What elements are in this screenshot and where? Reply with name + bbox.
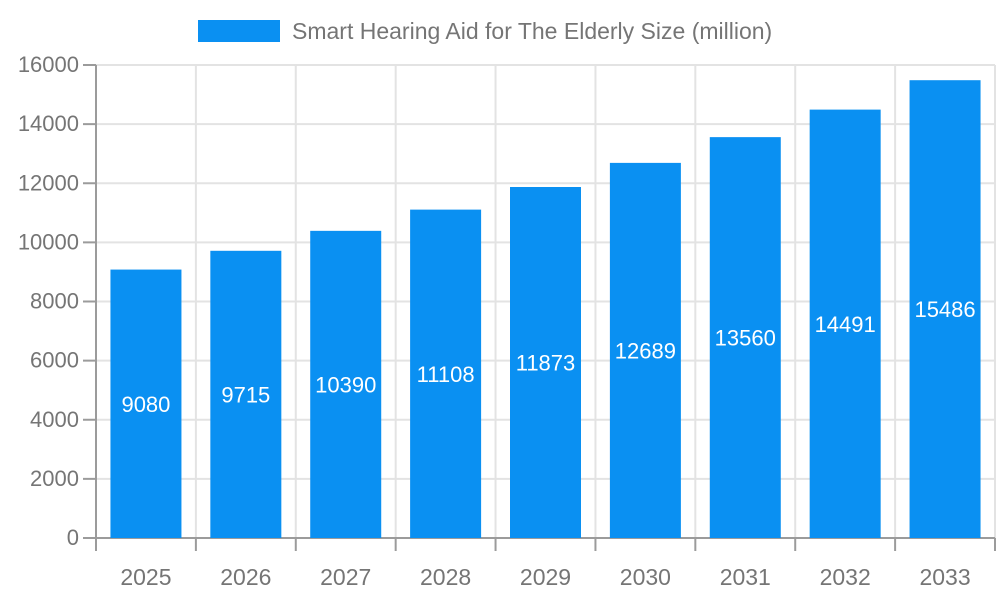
- y-tick-label: 0: [67, 525, 79, 550]
- bar: [709, 137, 781, 538]
- bar: [410, 209, 482, 538]
- y-tick-label: 8000: [30, 289, 79, 314]
- x-tick-label: 2031: [720, 564, 771, 590]
- x-tick-label: 2029: [520, 564, 571, 590]
- bar: [609, 162, 681, 538]
- x-tick-label: 2027: [320, 564, 371, 590]
- legend-label: Smart Hearing Aid for The Elderly Size (…: [292, 18, 773, 44]
- bar-value-label: 10390: [315, 372, 376, 397]
- bar-value-label: 14491: [815, 312, 876, 337]
- x-tick-label: 2033: [919, 564, 970, 590]
- x-tick-label: 2026: [220, 564, 271, 590]
- bar-value-label: 12689: [615, 338, 676, 363]
- y-tick-label: 16000: [18, 52, 79, 77]
- bar-value-label: 11108: [417, 362, 475, 387]
- x-tick-label: 2030: [620, 564, 671, 590]
- bar: [210, 250, 282, 539]
- y-tick-label: 6000: [30, 348, 79, 373]
- bar-value-label: 15486: [914, 297, 975, 322]
- y-tick-label: 12000: [18, 170, 79, 195]
- bar: [110, 269, 182, 538]
- y-tick-label: 10000: [18, 229, 79, 254]
- legend-swatch: [198, 20, 280, 42]
- y-tick-label: 14000: [18, 111, 79, 136]
- bar-value-label: 11873: [516, 351, 576, 376]
- legend: Smart Hearing Aid for The Elderly Size (…: [198, 18, 772, 44]
- y-tick-label: 4000: [30, 407, 79, 432]
- x-tick-label: 2025: [120, 564, 171, 590]
- bar-value-label: 9715: [221, 382, 270, 407]
- y-tick-label: 2000: [30, 466, 79, 491]
- bar: [310, 230, 382, 538]
- x-tick-label: 2032: [820, 564, 871, 590]
- bar-value-label: 13560: [715, 326, 776, 351]
- bar-value-label: 9080: [121, 392, 170, 417]
- x-tick-label: 2028: [420, 564, 471, 590]
- bar: [510, 187, 581, 538]
- bar: [809, 109, 881, 539]
- bar: [909, 80, 981, 538]
